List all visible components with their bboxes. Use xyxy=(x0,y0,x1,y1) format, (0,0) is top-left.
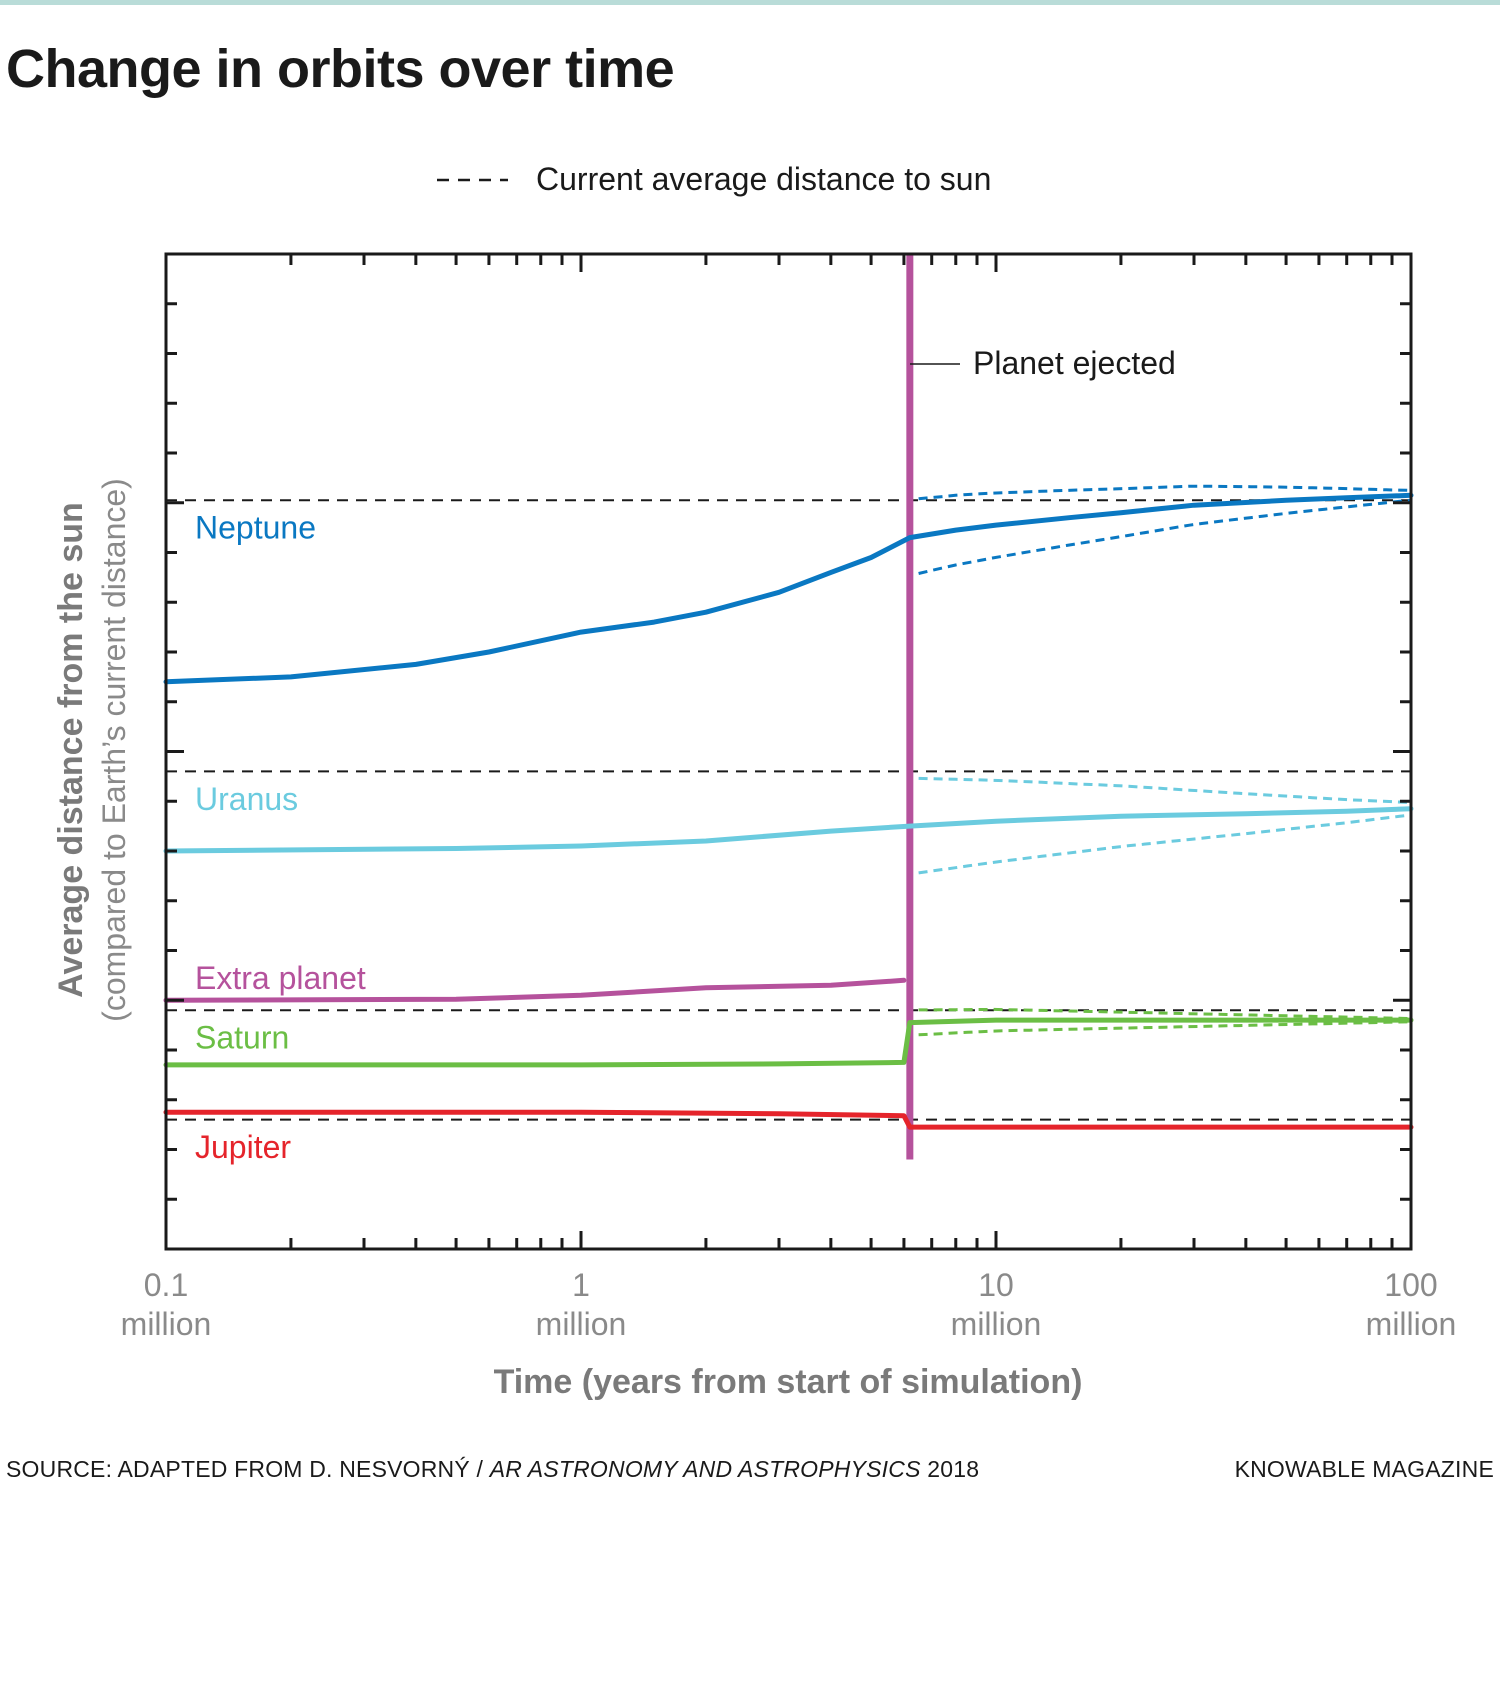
y-axis-title: Average distance from the sun xyxy=(52,502,90,998)
series-label-jupiter: Jupiter xyxy=(195,1129,291,1165)
x-tick-label: 10 xyxy=(978,1267,1014,1303)
series-label-extra-planet: Extra planet xyxy=(195,960,366,996)
series-variant-lower-neptune xyxy=(918,498,1412,575)
series-label-neptune: Neptune xyxy=(195,510,316,546)
source-prefix: SOURCE: ADAPTED FROM D. NESVORNÝ / xyxy=(6,1456,484,1482)
series-line-neptune xyxy=(163,492,1414,685)
annotation-planet-ejected: Planet ejected xyxy=(973,345,1176,381)
series-line-uranus xyxy=(163,806,1414,854)
x-tick-sublabel: million xyxy=(951,1306,1042,1342)
series-line-saturn xyxy=(163,1017,1414,1068)
legend-label: Current average distance to sun xyxy=(536,161,991,197)
x-axis-title: Time (years from start of simulation) xyxy=(494,1363,1083,1401)
series-variant-upper-saturn xyxy=(918,1007,1412,1020)
source-credit: SOURCE: ADAPTED FROM D. NESVORNÝ / AR AS… xyxy=(6,1456,979,1483)
x-tick-label: 1 xyxy=(572,1267,590,1303)
series-line-extra-planet xyxy=(163,977,907,1003)
y-axis-subtitle: (compared to Earth’s current distance) xyxy=(96,478,132,1022)
chart-title: Change in orbits over time xyxy=(6,39,675,99)
series-label-uranus: Uranus xyxy=(195,781,298,817)
x-tick-sublabel: million xyxy=(1366,1306,1457,1342)
plot-frame xyxy=(164,252,1413,1251)
brand-credit: KNOWABLE MAGAZINE xyxy=(1234,1456,1494,1482)
top-rule xyxy=(0,0,1500,5)
x-tick-label: 0.1 xyxy=(144,1267,188,1303)
chart: Current average distance to sun Neptune U… xyxy=(52,161,1457,1401)
series-label-saturn: Saturn xyxy=(195,1020,289,1056)
series-variant-upper-uranus xyxy=(918,776,1412,804)
series-variant-upper-neptune xyxy=(918,484,1412,501)
source-publication: AR ASTRONOMY AND ASTROPHYSICS xyxy=(489,1456,921,1482)
x-tick-sublabel: million xyxy=(536,1306,627,1342)
series-variant-lower-uranus xyxy=(918,813,1412,875)
series-line-jupiter xyxy=(163,1109,1414,1130)
x-tick-label: 100 xyxy=(1384,1267,1437,1303)
series-variant-lower-saturn xyxy=(918,1020,1412,1037)
x-tick-sublabel: million xyxy=(121,1306,212,1342)
source-year: 2018 xyxy=(927,1456,980,1482)
